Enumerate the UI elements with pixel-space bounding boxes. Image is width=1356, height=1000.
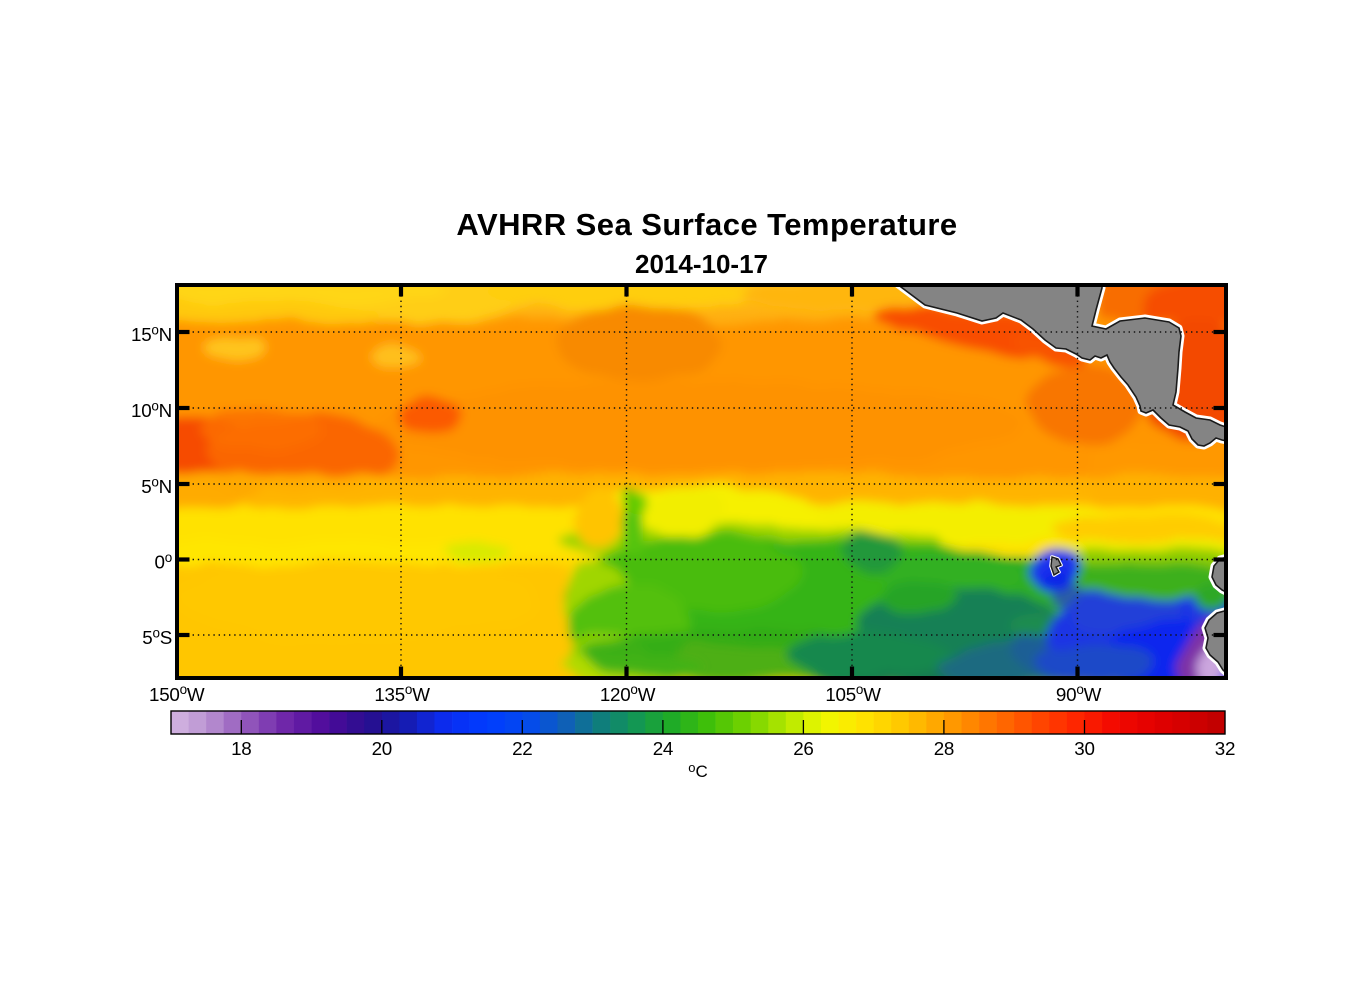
svg-text:120oW: 120oW (600, 682, 656, 705)
svg-text:105oW: 105oW (825, 682, 881, 705)
svg-text:26: 26 (793, 738, 813, 759)
svg-text:90oW: 90oW (1056, 682, 1102, 705)
svg-text:2014-10-17: 2014-10-17 (635, 249, 768, 279)
svg-text:AVHRR Sea Surface Temperature: AVHRR Sea Surface Temperature (456, 207, 957, 242)
svg-text:10oN: 10oN (131, 398, 172, 421)
svg-text:28: 28 (934, 738, 954, 759)
svg-text:0o: 0o (155, 550, 172, 573)
svg-text:5oS: 5oS (142, 625, 172, 648)
svg-text:30: 30 (1074, 738, 1094, 759)
svg-text:oC: oC (688, 760, 708, 781)
svg-text:22: 22 (512, 738, 532, 759)
svg-text:135oW: 135oW (374, 682, 430, 705)
svg-text:24: 24 (653, 738, 673, 759)
svg-text:32: 32 (1215, 738, 1235, 759)
svg-text:18: 18 (231, 738, 251, 759)
svg-text:5oN: 5oN (141, 474, 172, 497)
svg-text:15oN: 15oN (131, 322, 172, 345)
svg-text:20: 20 (372, 738, 392, 759)
svg-text:150oW: 150oW (149, 682, 205, 705)
